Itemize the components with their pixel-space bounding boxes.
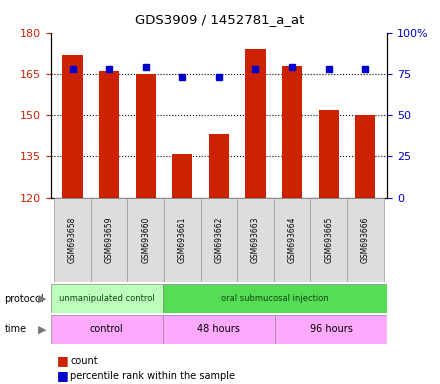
Bar <box>51 315 163 344</box>
Text: GSM693660: GSM693660 <box>141 217 150 263</box>
Text: GSM693665: GSM693665 <box>324 217 333 263</box>
Text: GSM693662: GSM693662 <box>214 217 224 263</box>
Text: control: control <box>90 324 124 334</box>
Text: ■: ■ <box>57 369 69 382</box>
Text: GSM693666: GSM693666 <box>361 217 370 263</box>
Text: GSM693663: GSM693663 <box>251 217 260 263</box>
Text: percentile rank within the sample: percentile rank within the sample <box>70 371 235 381</box>
Bar <box>163 284 387 313</box>
Bar <box>237 198 274 282</box>
Text: ■: ■ <box>57 354 69 367</box>
Bar <box>347 198 384 282</box>
Bar <box>163 315 275 344</box>
Bar <box>62 55 83 198</box>
Bar <box>275 315 387 344</box>
Text: time: time <box>4 324 26 334</box>
Text: GSM693658: GSM693658 <box>68 217 77 263</box>
Bar <box>164 198 201 282</box>
Bar <box>246 49 266 198</box>
Text: unmanipulated control: unmanipulated control <box>59 294 154 303</box>
Bar <box>51 284 163 313</box>
Text: GSM693661: GSM693661 <box>178 217 187 263</box>
Bar <box>128 198 164 282</box>
Bar <box>201 198 237 282</box>
Text: GDS3909 / 1452781_a_at: GDS3909 / 1452781_a_at <box>136 13 304 26</box>
Text: 48 hours: 48 hours <box>198 324 240 334</box>
Bar <box>136 74 156 198</box>
Bar <box>282 66 302 198</box>
Bar <box>274 198 310 282</box>
Bar <box>91 198 128 282</box>
Bar <box>319 110 339 198</box>
Text: oral submucosal injection: oral submucosal injection <box>221 294 329 303</box>
Text: 96 hours: 96 hours <box>310 324 352 334</box>
Text: protocol: protocol <box>4 293 44 304</box>
Text: count: count <box>70 356 98 366</box>
Bar <box>355 115 375 198</box>
Text: GSM693664: GSM693664 <box>288 217 297 263</box>
Text: ▶: ▶ <box>38 293 46 304</box>
Bar <box>172 154 192 198</box>
Text: GSM693659: GSM693659 <box>105 217 114 263</box>
Bar <box>209 134 229 198</box>
Text: ▶: ▶ <box>38 324 46 334</box>
Bar <box>310 198 347 282</box>
Bar <box>99 71 119 198</box>
Bar <box>54 198 91 282</box>
